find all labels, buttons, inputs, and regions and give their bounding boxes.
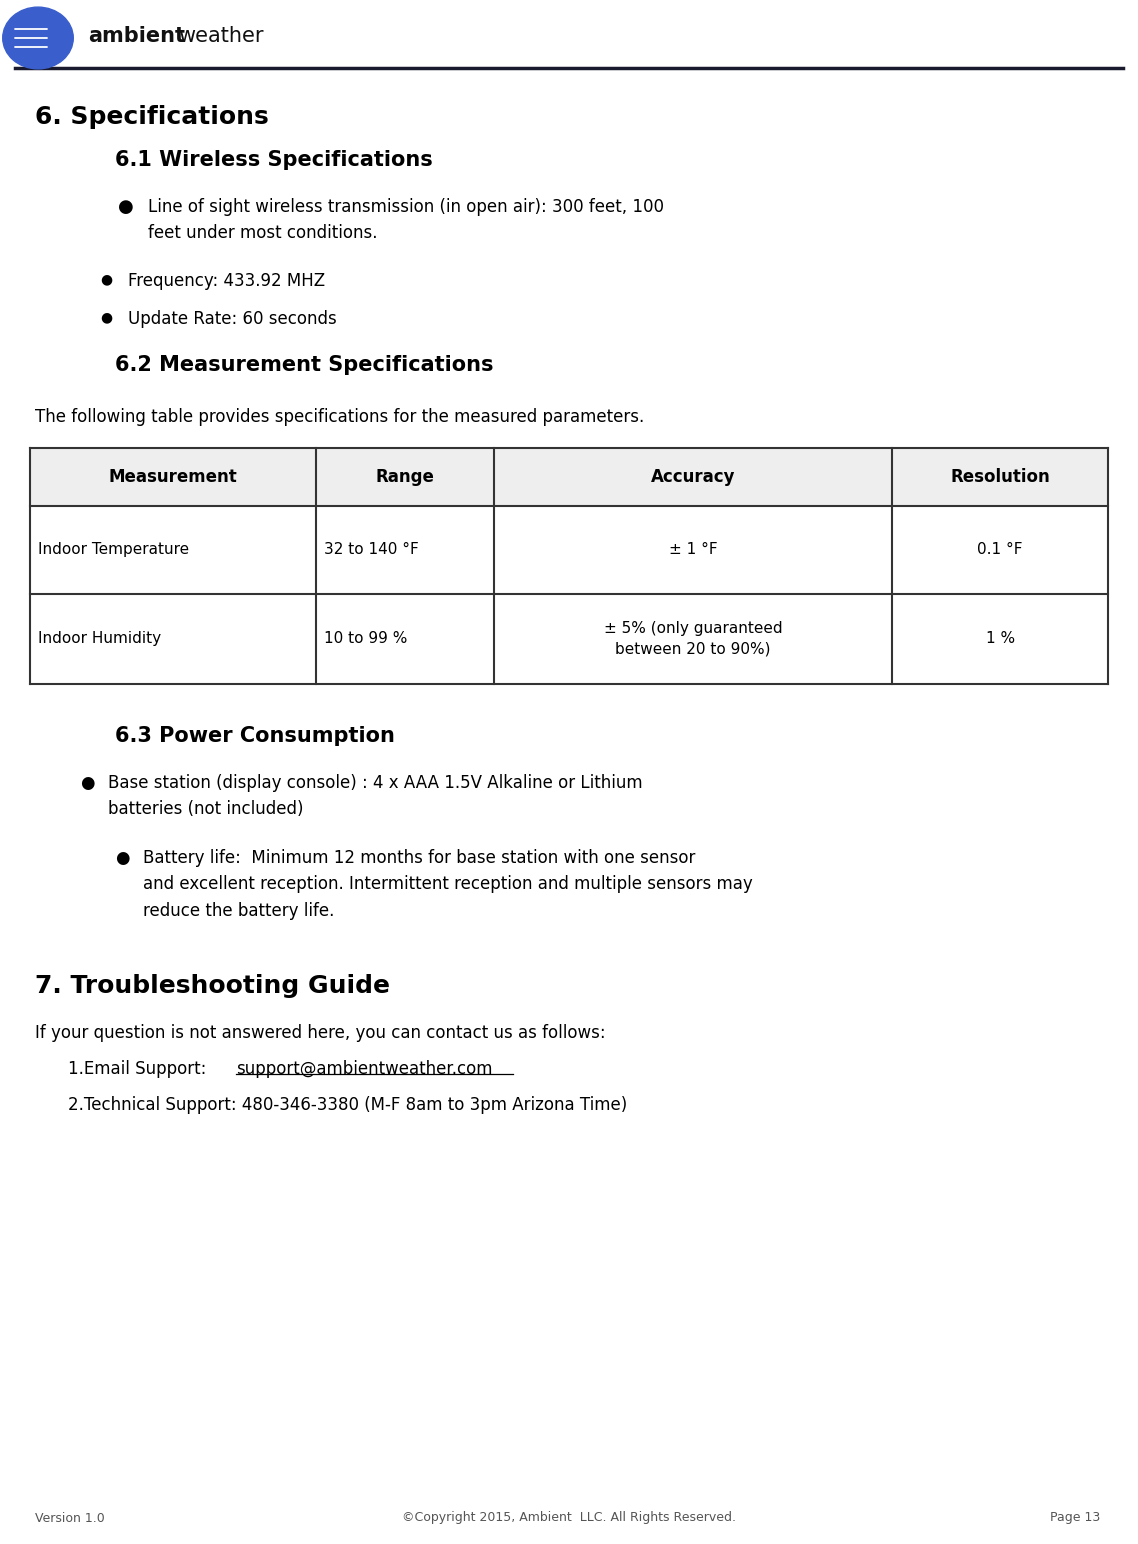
Text: Base station (display console) : 4 x AAA 1.5V Alkaline or Lithium
batteries (not: Base station (display console) : 4 x AAA… — [108, 774, 643, 818]
Text: If your question is not answered here, you can contact us as follows:: If your question is not answered here, y… — [35, 1024, 605, 1042]
Text: Version 1.0: Version 1.0 — [35, 1512, 105, 1524]
Text: ●: ● — [100, 272, 113, 286]
Text: ●: ● — [115, 849, 130, 868]
Text: Range: Range — [376, 468, 434, 486]
Text: weather: weather — [178, 26, 264, 46]
Text: Frequency: 433.92 MHZ: Frequency: 433.92 MHZ — [127, 272, 325, 290]
Text: ± 5% (only guaranteed
between 20 to 90%): ± 5% (only guaranteed between 20 to 90%) — [603, 621, 782, 658]
Text: 2.Technical Support: 480-346-3380 (M-F 8am to 3pm Arizona Time): 2.Technical Support: 480-346-3380 (M-F 8… — [68, 1096, 627, 1115]
Text: Resolution: Resolution — [950, 468, 1050, 486]
Text: ●: ● — [80, 774, 94, 792]
Text: 32 to 140 °F: 32 to 140 °F — [323, 542, 419, 557]
Text: ± 1 °F: ± 1 °F — [669, 542, 717, 557]
Text: Line of sight wireless transmission (in open air): 300 feet, 100
feet under most: Line of sight wireless transmission (in … — [148, 198, 663, 242]
Text: 6.1 Wireless Specifications: 6.1 Wireless Specifications — [115, 150, 432, 170]
Text: 1.Email Support:: 1.Email Support: — [68, 1061, 212, 1078]
Text: ambient: ambient — [88, 26, 185, 46]
Text: Accuracy: Accuracy — [651, 468, 735, 486]
Text: Indoor Temperature: Indoor Temperature — [38, 542, 189, 557]
Text: support@ambientweather.com: support@ambientweather.com — [237, 1061, 493, 1078]
Text: ©Copyright 2015, Ambient  LLC. All Rights Reserved.: ©Copyright 2015, Ambient LLC. All Rights… — [402, 1512, 736, 1524]
Bar — [30, 448, 1108, 506]
Text: Battery life:  Minimum 12 months for base station with one sensor
and excellent : Battery life: Minimum 12 months for base… — [143, 849, 752, 920]
Text: 6.2 Measurement Specifications: 6.2 Measurement Specifications — [115, 355, 494, 375]
Text: 0.1 °F: 0.1 °F — [978, 542, 1023, 557]
Text: ●: ● — [100, 310, 113, 324]
Text: Indoor Humidity: Indoor Humidity — [38, 631, 162, 647]
Text: 6. Specifications: 6. Specifications — [35, 105, 269, 130]
Ellipse shape — [2, 8, 73, 69]
Text: Measurement: Measurement — [108, 468, 237, 486]
Text: Update Rate: 60 seconds: Update Rate: 60 seconds — [127, 310, 337, 327]
Text: The following table provides specifications for the measured parameters.: The following table provides specificati… — [35, 408, 644, 426]
Text: 7. Troubleshooting Guide: 7. Troubleshooting Guide — [35, 974, 390, 997]
Text: 10 to 99 %: 10 to 99 % — [323, 631, 407, 647]
Text: 6.3 Power Consumption: 6.3 Power Consumption — [115, 726, 395, 746]
Text: 1 %: 1 % — [986, 631, 1015, 647]
Text: Page 13: Page 13 — [1049, 1512, 1100, 1524]
Text: ●: ● — [118, 198, 134, 216]
